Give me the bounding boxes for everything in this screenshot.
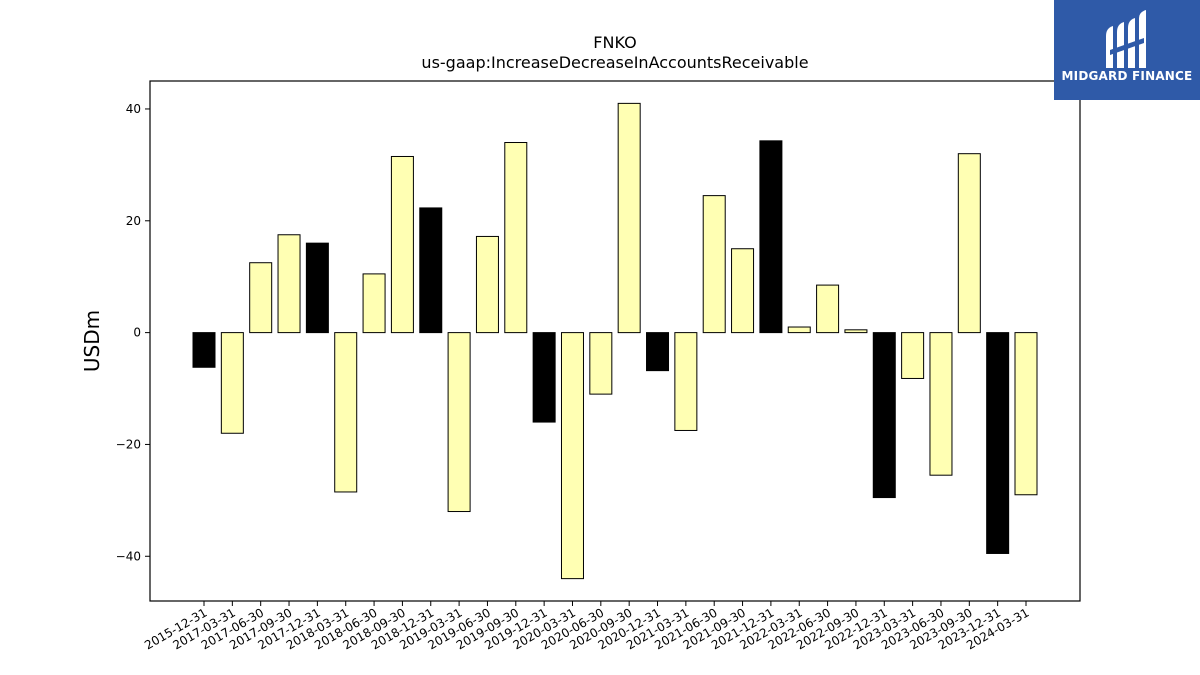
bar	[362, 273, 386, 334]
bar	[192, 332, 216, 368]
y-tick-label: −20	[116, 437, 141, 451]
bar	[249, 262, 273, 334]
bar	[617, 102, 641, 334]
bar	[532, 332, 556, 423]
bar	[731, 248, 755, 334]
y-tick-label: 0	[133, 326, 141, 340]
bar	[277, 234, 301, 334]
chart-subtitle: us-gaap:IncreaseDecreaseInAccountsReceiv…	[421, 53, 809, 72]
bar	[986, 332, 1010, 554]
bar	[447, 332, 471, 513]
plot-frame	[149, 80, 1081, 602]
bar	[816, 284, 840, 334]
brand-logo: MIDGARD FINANCE	[1054, 0, 1200, 100]
bar	[702, 195, 726, 334]
bar	[844, 329, 868, 334]
bar	[504, 142, 528, 334]
bar	[334, 332, 358, 493]
chart-title: FNKO	[593, 33, 637, 52]
y-tick-label: 40	[126, 102, 141, 116]
bar	[929, 332, 953, 476]
bar	[901, 332, 925, 379]
midgard-logo-icon	[1106, 10, 1146, 68]
y-tick-label: 20	[126, 214, 141, 228]
bar	[674, 332, 698, 431]
bar	[390, 155, 414, 334]
y-axis-label: USDm	[80, 310, 104, 372]
bar	[220, 332, 244, 434]
bar	[589, 332, 613, 395]
bar	[787, 326, 811, 334]
bar	[1014, 332, 1038, 496]
bar	[419, 207, 443, 334]
bar	[957, 153, 981, 334]
brand-name: MIDGARD FINANCE	[1061, 69, 1193, 83]
bar	[560, 332, 584, 580]
bar	[475, 235, 499, 334]
bar	[646, 332, 670, 372]
bar	[305, 242, 329, 334]
bar	[759, 140, 783, 334]
bar	[872, 332, 896, 499]
y-tick-label: −40	[116, 549, 141, 563]
